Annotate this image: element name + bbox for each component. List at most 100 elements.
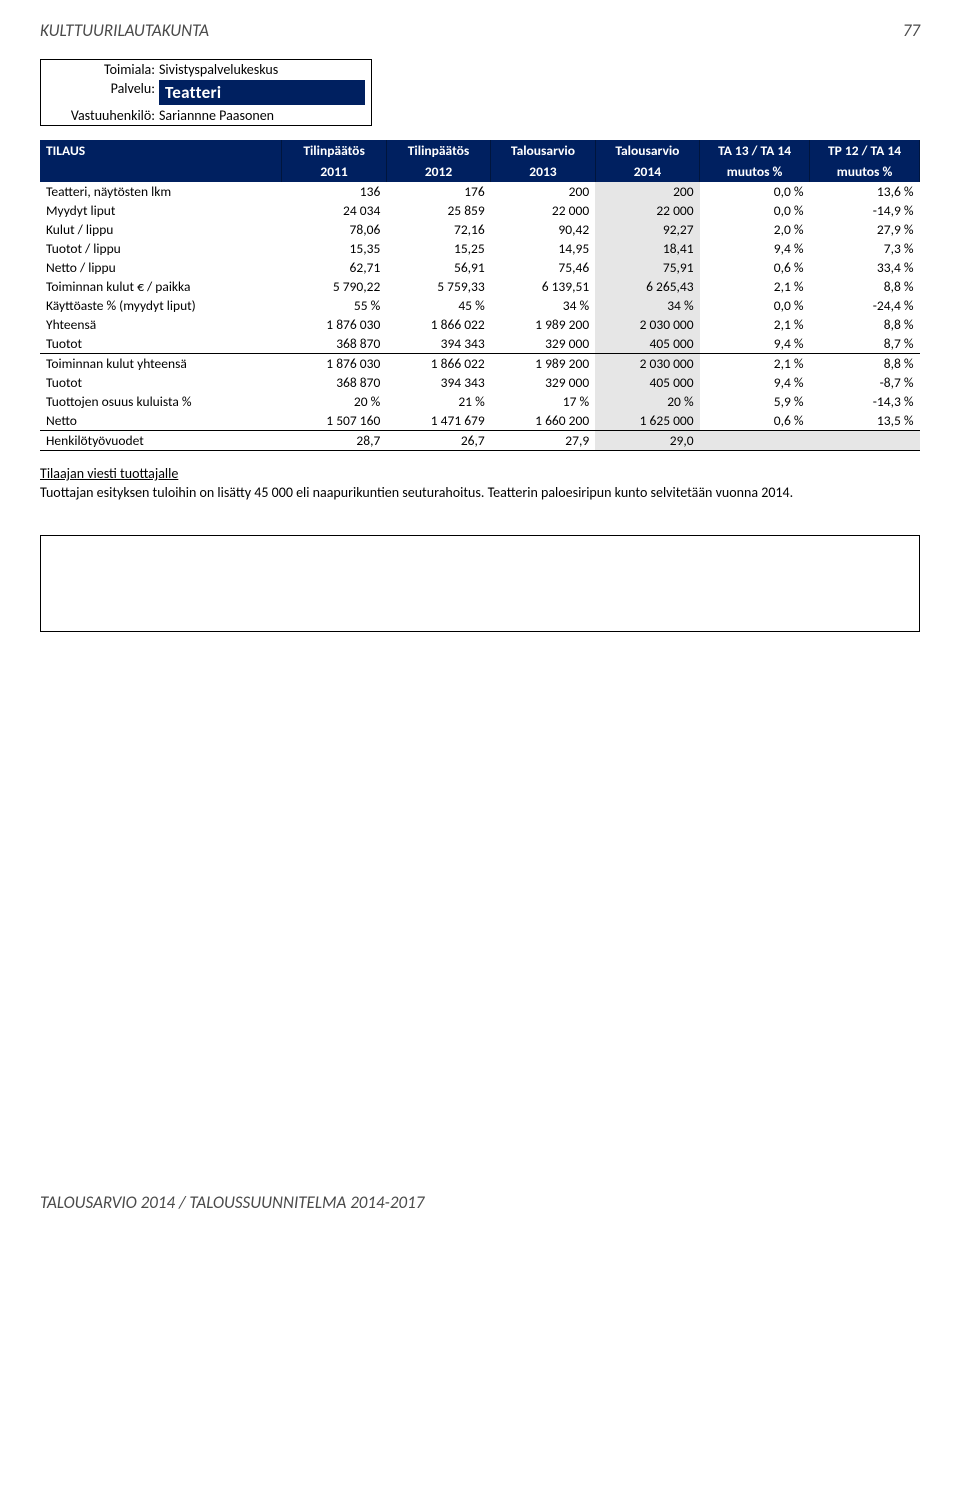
row-cell: 26,7 xyxy=(386,431,490,451)
row-cell: 136 xyxy=(282,182,386,201)
row-cell: 8,8 % xyxy=(810,354,920,374)
table-row: Toiminnan kulut € / paikka5 790,225 759,… xyxy=(40,277,920,296)
info-box-value: Sariannne Paasonen xyxy=(159,107,365,124)
row-cell: 92,27 xyxy=(595,220,699,239)
row-cell: 27,9 xyxy=(491,431,595,451)
row-cell: -8,7 % xyxy=(810,373,920,392)
row-cell: 27,9 % xyxy=(810,220,920,239)
header-page-number: 77 xyxy=(903,20,920,41)
row-cell: 22 000 xyxy=(595,201,699,220)
table-row: Tuottojen osuus kuluista %20 %21 %17 %20… xyxy=(40,392,920,411)
row-cell: 2 030 000 xyxy=(595,354,699,374)
row-cell: 1 507 160 xyxy=(282,411,386,431)
row-cell: 5,9 % xyxy=(700,392,810,411)
row-label: Tuotot xyxy=(40,334,282,354)
notes-title: Tilaajan viesti tuottajalle xyxy=(40,465,920,483)
info-box-row: Palvelu:Teatteri xyxy=(41,79,371,106)
table-row: Henkilötyövuodet28,726,727,929,0 xyxy=(40,431,920,451)
row-cell: -24,4 % xyxy=(810,296,920,315)
row-cell: 75,46 xyxy=(491,258,595,277)
table-header-cell: muutos % xyxy=(810,161,920,182)
row-label: Henkilötyövuodet xyxy=(40,431,282,451)
table-header-cell: TILAUS xyxy=(40,140,282,161)
row-cell: 17 % xyxy=(491,392,595,411)
row-cell: 13,6 % xyxy=(810,182,920,201)
page: KULTTUURILAUTAKUNTA 77 Toimiala:Sivistys… xyxy=(0,0,960,1253)
row-cell: 368 870 xyxy=(282,334,386,354)
table-row: Tuotot368 870394 343329 000405 0009,4 %8… xyxy=(40,334,920,354)
row-cell: 368 870 xyxy=(282,373,386,392)
row-cell: 9,4 % xyxy=(700,334,810,354)
row-cell: 1 660 200 xyxy=(491,411,595,431)
table-header-cell: 2014 xyxy=(595,161,699,182)
row-cell: 1 625 000 xyxy=(595,411,699,431)
row-cell: 1 989 200 xyxy=(491,354,595,374)
row-cell: 29,0 xyxy=(595,431,699,451)
row-cell: 1 866 022 xyxy=(386,354,490,374)
table-header-cell: TA 13 / TA 14 xyxy=(700,140,810,161)
table-row: Kulut / lippu78,0672,1690,4292,272,0 %27… xyxy=(40,220,920,239)
info-box: Toimiala:SivistyspalvelukeskusPalvelu:Te… xyxy=(40,59,372,126)
row-cell: 405 000 xyxy=(595,334,699,354)
row-cell: 0,0 % xyxy=(700,201,810,220)
row-cell: 200 xyxy=(491,182,595,201)
table-row: Toiminnan kulut yhteensä1 876 0301 866 0… xyxy=(40,354,920,374)
row-cell: 78,06 xyxy=(282,220,386,239)
row-cell: -14,3 % xyxy=(810,392,920,411)
table-header-top: TILAUSTilinpäätösTilinpäätösTalousarvioT… xyxy=(40,140,920,161)
info-box-label: Vastuuhenkilö: xyxy=(47,107,159,124)
row-cell: 8,8 % xyxy=(810,277,920,296)
row-cell: 24 034 xyxy=(282,201,386,220)
table-header-cell: 2013 xyxy=(491,161,595,182)
row-cell: 15,25 xyxy=(386,239,490,258)
row-cell: 33,4 % xyxy=(810,258,920,277)
row-cell: 0,0 % xyxy=(700,182,810,201)
row-cell: 15,35 xyxy=(282,239,386,258)
row-cell: 1 866 022 xyxy=(386,315,490,334)
data-table: TILAUSTilinpäätösTilinpäätösTalousarvioT… xyxy=(40,140,920,451)
info-box-label: Palvelu: xyxy=(47,80,159,105)
row-label: Toiminnan kulut yhteensä xyxy=(40,354,282,374)
row-cell: 5 759,33 xyxy=(386,277,490,296)
info-box-row: Vastuuhenkilö:Sariannne Paasonen xyxy=(41,106,371,125)
row-label: Käyttöaste % (myydyt liput) xyxy=(40,296,282,315)
row-cell: 329 000 xyxy=(491,373,595,392)
table-row: Yhteensä1 876 0301 866 0221 989 2002 030… xyxy=(40,315,920,334)
table-header-cell: muutos % xyxy=(700,161,810,182)
row-cell: 2,1 % xyxy=(700,277,810,296)
table-row: Netto / lippu62,7156,9175,4675,910,6 %33… xyxy=(40,258,920,277)
table-header-cell: TP 12 / TA 14 xyxy=(810,140,920,161)
header-title: KULTTUURILAUTAKUNTA xyxy=(40,20,209,41)
row-cell: 13,5 % xyxy=(810,411,920,431)
row-cell: 8,7 % xyxy=(810,334,920,354)
row-cell: 2,1 % xyxy=(700,315,810,334)
table-header-cell xyxy=(40,161,282,182)
table-header-cell: Talousarvio xyxy=(595,140,699,161)
row-cell: 0,6 % xyxy=(700,258,810,277)
info-box-label: Toimiala: xyxy=(47,61,159,78)
table-header-cell: 2012 xyxy=(386,161,490,182)
row-cell: 176 xyxy=(386,182,490,201)
row-cell: 2,1 % xyxy=(700,354,810,374)
row-cell: 56,91 xyxy=(386,258,490,277)
row-cell: 28,7 xyxy=(282,431,386,451)
row-cell: 6 265,43 xyxy=(595,277,699,296)
row-cell xyxy=(700,431,810,451)
notes-body: Tuottajan esityksen tuloihin on lisätty … xyxy=(40,484,920,502)
row-cell: 1 876 030 xyxy=(282,315,386,334)
page-header: KULTTUURILAUTAKUNTA 77 xyxy=(40,20,920,41)
row-cell: 20 % xyxy=(595,392,699,411)
table-header-sub: 2011201220132014muutos %muutos % xyxy=(40,161,920,182)
row-cell: 34 % xyxy=(491,296,595,315)
info-box-value: Sivistyspalvelukeskus xyxy=(159,61,365,78)
row-cell: 20 % xyxy=(282,392,386,411)
row-cell: 6 139,51 xyxy=(491,277,595,296)
row-cell: 25 859 xyxy=(386,201,490,220)
empty-notes-frame xyxy=(40,535,920,632)
info-box-row: Toimiala:Sivistyspalvelukeskus xyxy=(41,60,371,79)
row-cell: 2,0 % xyxy=(700,220,810,239)
row-label: Myydyt liput xyxy=(40,201,282,220)
footer-text: TALOUSARVIO 2014 / TALOUSSUUNNITELMA 201… xyxy=(40,1192,920,1213)
row-cell: 405 000 xyxy=(595,373,699,392)
row-cell: 21 % xyxy=(386,392,490,411)
